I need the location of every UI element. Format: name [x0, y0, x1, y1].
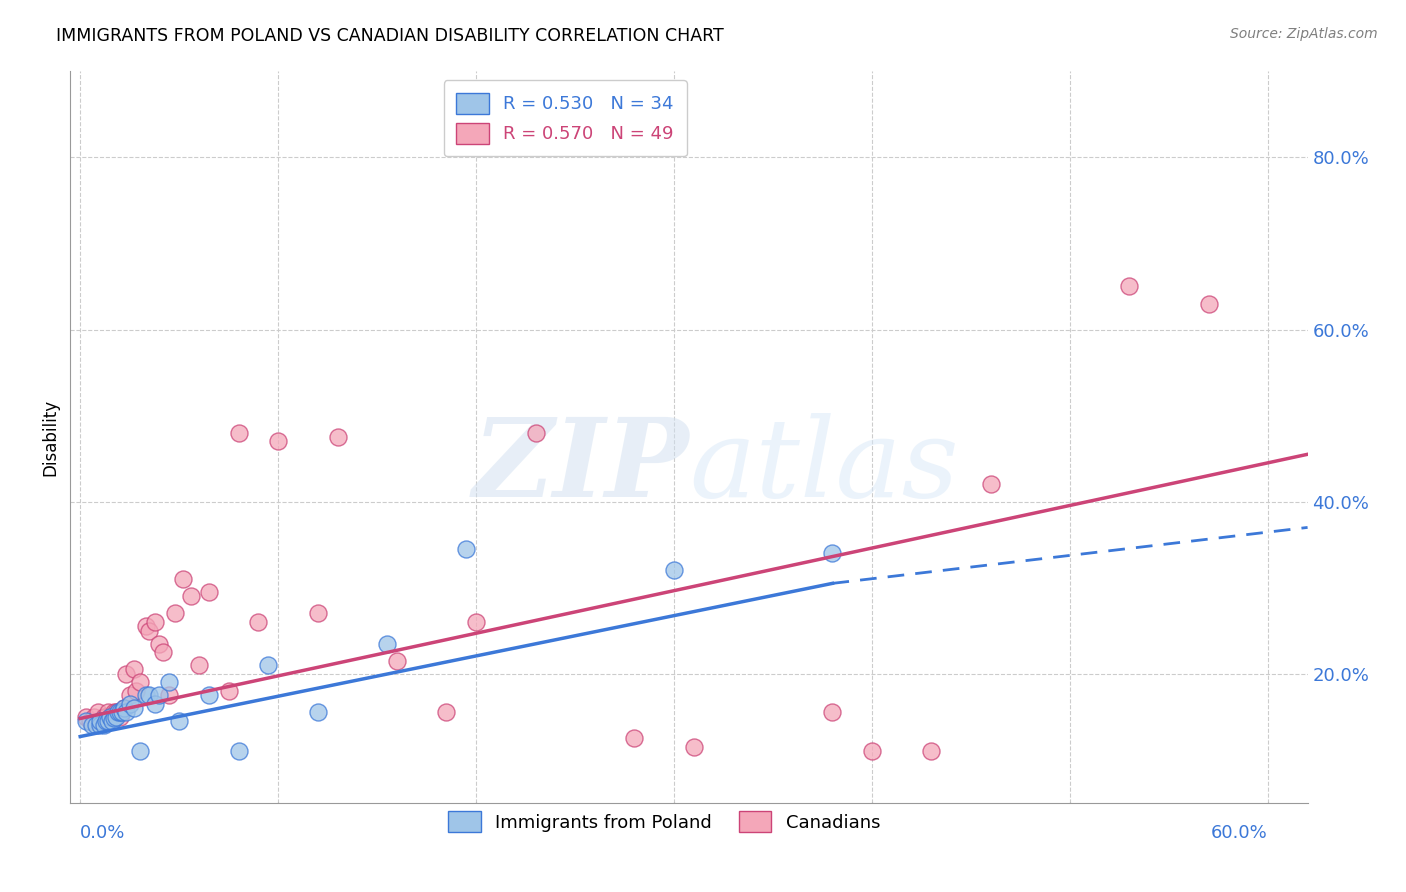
Point [375, 637, 398, 651]
Point [122, 701, 145, 715]
Point [326, 430, 349, 444]
Point [128, 744, 150, 758]
Text: atlas: atlas [689, 413, 959, 520]
Point [104, 710, 127, 724]
Point [103, 706, 125, 720]
Point [662, 564, 685, 578]
Point [135, 619, 157, 633]
Point [128, 675, 150, 690]
Point [75, 710, 97, 724]
Point [860, 744, 883, 758]
Point [89, 718, 111, 732]
Point [84, 718, 107, 732]
Point [198, 585, 221, 599]
Point [145, 697, 167, 711]
Point [980, 477, 1002, 491]
Point [94, 710, 117, 724]
Point [821, 706, 844, 720]
Point [385, 654, 408, 668]
Point [87, 706, 110, 720]
Point [228, 744, 250, 758]
Point [83, 710, 105, 724]
Text: 0.0%: 0.0% [80, 824, 125, 842]
Point [920, 744, 942, 758]
Point [124, 684, 146, 698]
Point [93, 718, 115, 732]
Point [89, 714, 111, 728]
Point [98, 710, 121, 724]
Point [118, 688, 141, 702]
Point [148, 637, 170, 651]
Point [138, 624, 160, 638]
Point [75, 714, 97, 728]
Point [172, 572, 194, 586]
Point [98, 710, 121, 724]
Point [94, 714, 117, 728]
Text: ZIP: ZIP [472, 413, 689, 520]
Point [101, 714, 124, 728]
Text: Source: ZipAtlas.com: Source: ZipAtlas.com [1230, 27, 1378, 41]
Text: 60.0%: 60.0% [1211, 824, 1268, 842]
Point [107, 706, 129, 720]
Point [112, 701, 135, 715]
Point [524, 425, 547, 440]
Point [97, 714, 120, 728]
Point [623, 731, 645, 746]
Point [157, 675, 180, 690]
Point [218, 684, 240, 698]
Point [108, 706, 131, 720]
Point [114, 666, 136, 681]
Point [228, 425, 250, 440]
Point [436, 706, 458, 720]
Point [111, 706, 134, 720]
Point [80, 718, 103, 732]
Point [152, 645, 174, 659]
Point [165, 607, 187, 621]
Point [456, 541, 478, 556]
Point [247, 615, 270, 629]
Point [89, 714, 111, 728]
Point [97, 706, 120, 720]
Point [118, 697, 141, 711]
Point [307, 706, 329, 720]
Point [148, 688, 170, 702]
Point [1198, 296, 1220, 310]
Point [93, 710, 115, 724]
Point [107, 706, 129, 720]
Point [683, 739, 706, 754]
Y-axis label: Disability: Disability [41, 399, 59, 475]
Text: IMMIGRANTS FROM POLAND VS CANADIAN DISABILITY CORRELATION CHART: IMMIGRANTS FROM POLAND VS CANADIAN DISAB… [56, 27, 724, 45]
Point [104, 706, 127, 720]
Point [122, 662, 145, 676]
Point [79, 714, 101, 728]
Point [108, 710, 131, 724]
Point [307, 607, 329, 621]
Point [114, 706, 136, 720]
Point [135, 688, 157, 702]
Legend: Immigrants from Poland, Canadians: Immigrants from Poland, Canadians [436, 799, 893, 845]
Point [112, 701, 135, 715]
Point [257, 658, 280, 673]
Point [167, 714, 190, 728]
Point [198, 688, 221, 702]
Point [103, 711, 125, 725]
Point [157, 688, 180, 702]
Point [188, 658, 211, 673]
Point [180, 589, 202, 603]
Point [267, 434, 290, 449]
Point [1118, 279, 1140, 293]
Point [138, 688, 160, 702]
Point [101, 710, 124, 724]
Point [821, 546, 844, 560]
Point [465, 615, 488, 629]
Point [145, 615, 167, 629]
